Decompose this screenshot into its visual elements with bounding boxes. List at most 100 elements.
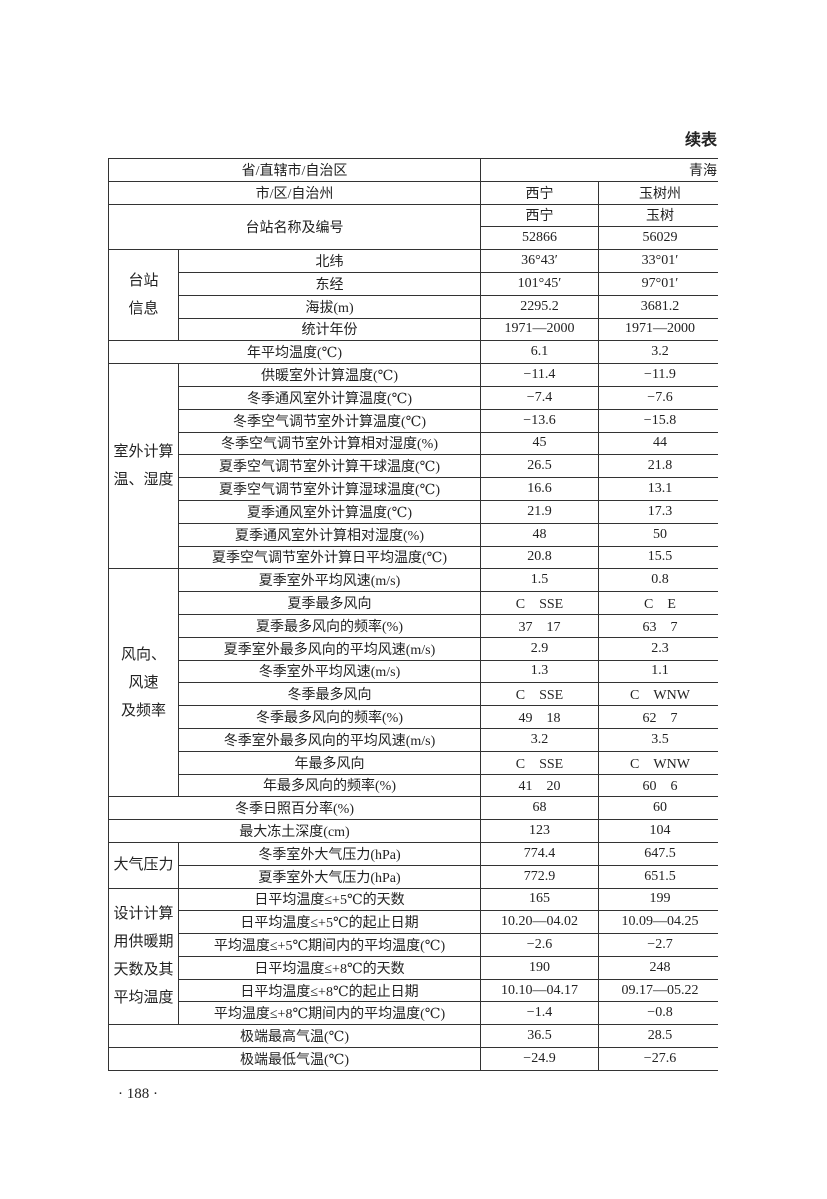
cell-text: C E	[644, 597, 676, 613]
value-cell: 647.5	[598, 841, 718, 866]
header-cell: 西宁	[480, 203, 599, 228]
value-cell: 2.3	[598, 636, 718, 661]
cell-text: 6.1	[530, 344, 549, 360]
value-cell: 1.1	[598, 659, 718, 684]
table-row: 日平均温度≤+8℃的起止日期 10.10—04.17 09.17—05.22	[109, 978, 718, 1003]
row-label: 年最多风向	[178, 750, 481, 775]
cell-text: 60	[653, 800, 667, 816]
cell-text: 日平均温度≤+5℃的起止日期	[240, 916, 419, 932]
cell-text: 56029	[642, 230, 678, 246]
cell-text: 2295.2	[520, 298, 559, 314]
cell-text: 温、湿度	[113, 472, 174, 489]
row-label: 日平均温度≤+8℃的天数	[178, 955, 481, 980]
value-cell: −2.6	[480, 933, 599, 957]
value-cell: 199	[598, 887, 718, 912]
cell-text: 3.5	[651, 731, 669, 747]
cell-text: 199	[649, 891, 671, 907]
value-cell: 2295.2	[480, 294, 599, 319]
row-label: 北纬	[178, 249, 481, 273]
group-label: 风向、 风速 及频率	[108, 568, 179, 798]
row-label: 年最多风向的频率(%)	[178, 773, 481, 798]
cell-text: 2.9	[530, 640, 549, 656]
cell-text: 10.20—04.02	[501, 914, 578, 930]
row-label: 冬季室外大气压力(hPa)	[178, 841, 481, 866]
value-cell: 44	[598, 431, 718, 456]
cell-text: 平均温度≤+8℃期间内的平均温度(℃)	[213, 1007, 446, 1023]
value-cell: 28.5	[598, 1024, 718, 1049]
table-row: 极端最高气温(℃) 36.5 28.5	[108, 1024, 718, 1049]
cell-text: 海拔(m)	[305, 300, 354, 316]
value-cell: 36°43′	[480, 249, 599, 273]
value-cell: 41 20	[480, 773, 599, 798]
cell-text: 190	[529, 959, 550, 975]
cell-text: 夏季最多风向	[287, 597, 372, 613]
cell-text: 玉树州	[639, 186, 681, 202]
cell-text: 248	[649, 959, 671, 975]
cell-text: −24.9	[523, 1050, 556, 1066]
value-cell: C E	[598, 591, 718, 615]
row-label: 冬季室外平均风速(m/s)	[178, 659, 481, 684]
cell-text: 年最多风向的频率(%)	[263, 779, 396, 795]
cell-text: 日平均温度≤+5℃的天数	[254, 893, 405, 909]
value-cell: 104	[598, 819, 718, 843]
table-row: 夏季最多风向的频率(%) 37 17 63 7	[109, 613, 718, 638]
header-cell: 青海	[480, 158, 718, 182]
cell-text: 09.17—05.22	[621, 982, 699, 998]
cell-text: 33°01′	[641, 253, 679, 269]
value-cell: 45	[480, 431, 599, 456]
cell-text: −7.6	[647, 389, 673, 405]
value-cell: 60 6	[598, 773, 718, 798]
row-label: 平均温度≤+8℃期间内的平均温度(℃)	[178, 1001, 481, 1026]
cell-text: C SSE	[515, 756, 564, 772]
cell-text: 台站	[128, 273, 159, 290]
cell-text: −1.4	[526, 1005, 553, 1021]
value-cell: 1.3	[480, 659, 599, 684]
cell-text: C SSE	[515, 688, 564, 704]
cell-text: −2.6	[526, 936, 553, 952]
value-cell: 6.1	[480, 340, 599, 365]
page-number: · 188 ·	[118, 1086, 158, 1102]
value-cell: −27.6	[598, 1047, 718, 1071]
cell-text: 冬季通风室外计算温度(℃)	[247, 391, 412, 407]
cell-text: −2.7	[647, 936, 673, 952]
cell-text: −0.8	[647, 1005, 673, 1021]
cell-text: 及频率	[120, 702, 166, 719]
cell-text: 97°01′	[641, 275, 679, 291]
value-cell: C WNW	[598, 750, 718, 775]
cell-text: 夏季空气调节室外计算湿球温度(℃)	[219, 483, 440, 499]
cell-text: 北纬	[315, 255, 344, 271]
value-cell: 3.2	[480, 727, 599, 752]
cell-text: 冬季日照百分率(%)	[235, 802, 354, 818]
value-cell: 15.5	[598, 545, 718, 570]
row-label: 夏季最多风向的频率(%)	[178, 613, 481, 638]
cell-text: 63 7	[642, 619, 678, 635]
value-cell: −11.9	[598, 363, 718, 387]
row-label: 极端最高气温(℃)	[108, 1024, 481, 1049]
value-cell: 10.10—04.17	[480, 978, 599, 1003]
value-cell: 10.20—04.02	[480, 910, 599, 935]
cell-text: −27.6	[643, 1050, 677, 1066]
cell-text: 冬季空气调节室外计算相对湿度(%)	[221, 437, 438, 453]
cell-text: 772.9	[523, 868, 556, 884]
cell-text: 37 17	[518, 619, 561, 635]
value-cell: −2.7	[598, 933, 718, 957]
value-cell: 37 17	[480, 613, 599, 638]
table-row: 日平均温度≤+8℃的天数 190 248	[109, 955, 718, 980]
cell-text: 13.1	[647, 481, 673, 497]
value-cell: −13.6	[480, 408, 599, 433]
header-cell: 台站名称及编号	[108, 203, 481, 251]
table-wrap: 省/直辖市/自治区 青海 市/区/自治州 西宁 玉树州 台站名称及编号 西宁 玉树 52866 5…	[108, 158, 718, 1078]
cell-text: 41 20	[518, 779, 561, 795]
row-label: 夏季室外平均风速(m/s)	[178, 568, 481, 593]
cell-text: 省/直辖市/自治区	[241, 163, 348, 179]
cell-text: 15.5	[647, 549, 673, 565]
cell-text: 62 7	[642, 711, 678, 727]
value-cell: 97°01′	[598, 271, 718, 296]
cell-text: 774.4	[523, 845, 556, 861]
continued-label: 续表	[684, 132, 717, 149]
cell-text: 10.09—04.25	[621, 914, 699, 930]
cell-text: C WNW	[630, 756, 690, 772]
cell-text: 东经	[315, 277, 344, 293]
value-cell: 20.8	[480, 545, 599, 570]
